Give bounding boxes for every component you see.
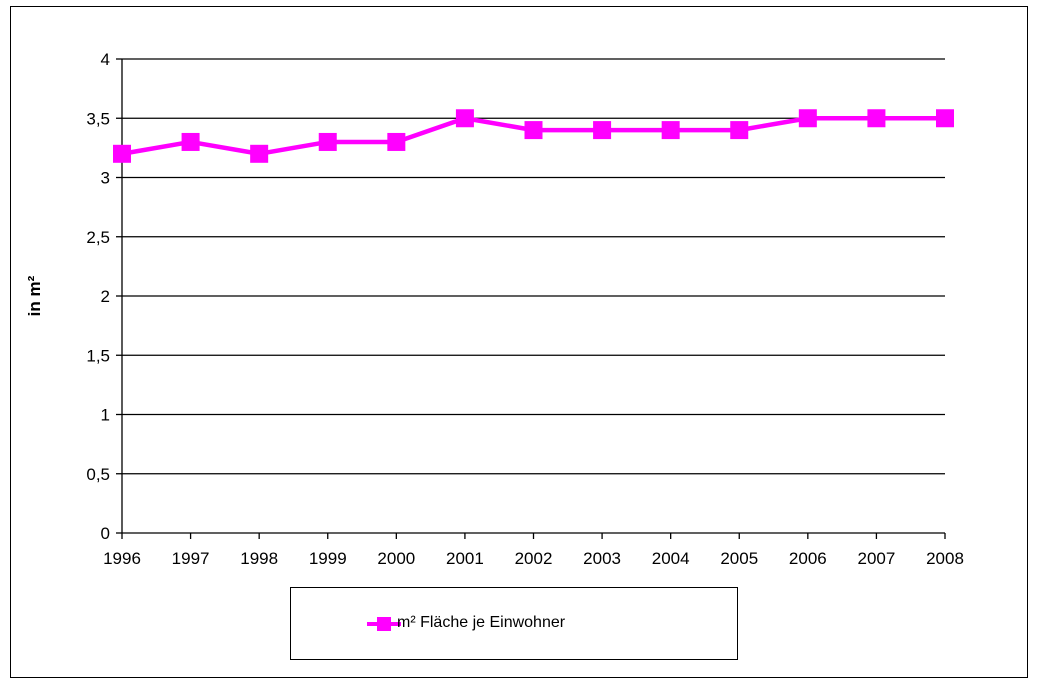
y-tick-labels: 0 0,5 1 1,5 2 2,5 3 3,5 4 [86,50,110,543]
y-tick-label: 4 [101,50,110,69]
y-tick-label: 3 [101,169,110,188]
y-axis-title: in m² [25,275,44,316]
data-point-marker [867,109,886,128]
x-tick-labels: 1996 1997 1998 1999 2000 2001 2002 2003 2004 2005… [103,549,964,568]
x-tick-label: 2007 [858,549,896,568]
data-point-marker [798,109,817,128]
x-tick-label: 1998 [240,549,278,568]
data-point-marker [250,144,269,163]
y-tick-label: 1,5 [86,346,110,365]
y-tick-label: 2,5 [86,228,110,247]
x-tick-label: 2006 [789,549,827,568]
data-point-marker [524,121,543,140]
series [113,109,954,163]
data-point-marker [936,109,954,128]
data-point-marker [181,132,200,151]
x-tick-label: 2003 [583,549,621,568]
legend: m² Fläche je Einwohner [290,587,738,660]
x-tick-label: 1997 [172,549,210,568]
x-tick-label: 1999 [309,549,347,568]
data-point-marker [113,144,131,163]
data-point-marker [593,121,612,140]
y-tick-label: 2 [101,287,110,306]
y-tick-label: 0,5 [86,465,110,484]
y-tick-label: 0 [101,524,110,543]
data-point-marker [387,132,406,151]
y-tick-label: 3,5 [86,109,110,128]
data-point-marker [661,121,680,140]
axes [116,58,946,539]
legend-label: m² Fläche je Einwohner [397,614,566,631]
x-tick-label: 2005 [720,549,758,568]
x-tick-label: 2004 [652,549,690,568]
x-tick-label: 2001 [446,549,484,568]
x-tick-label: 2002 [515,549,553,568]
x-tick-label: 2008 [926,549,964,568]
x-tick-label: 2000 [377,549,415,568]
data-point-marker [730,121,749,140]
data-point-marker [318,132,337,151]
x-tick-label: 1996 [103,549,141,568]
y-tick-label: 1 [101,406,110,425]
data-point-marker [455,109,474,128]
legend-swatch [367,617,401,631]
